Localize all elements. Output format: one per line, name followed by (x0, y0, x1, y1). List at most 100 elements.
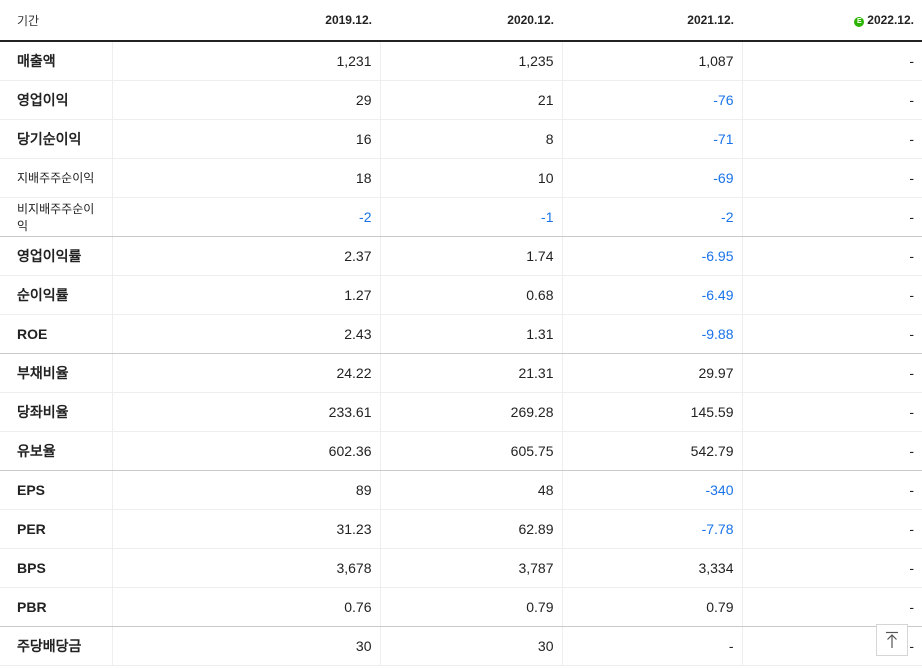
cell-value: -6.49 (561, 275, 742, 315)
cell-value: 10 (379, 158, 562, 198)
estimate-badge-icon: E (854, 17, 865, 27)
cell-value: 1.27 (111, 275, 380, 315)
cell-value: 0.68 (379, 275, 562, 315)
cell-value: - (741, 392, 922, 432)
arrow-up-to-top-icon (886, 631, 898, 648)
row-label: 유보율 (0, 431, 112, 471)
cell-value: -69 (561, 158, 742, 198)
cell-value: 0.79 (561, 587, 742, 627)
table-row: 당좌비율 233.61 269.28 145.59 - (0, 392, 922, 432)
cell-value: - (741, 158, 922, 198)
cell-value: 0.76 (111, 587, 380, 627)
row-label: 매출액 (0, 41, 112, 81)
table-row: 당기순이익 16 8 -71 - (0, 119, 922, 159)
cell-value: 145.59 (561, 392, 742, 432)
row-label: 당기순이익 (0, 119, 112, 159)
table-row: EPS 89 48 -340 - (0, 470, 922, 510)
cell-value: 233.61 (111, 392, 380, 432)
table-header-row: 기간 2019.12. 2020.12. 2021.12. E 2022.12. (0, 0, 922, 42)
cell-value: -76 (561, 80, 742, 120)
cell-value: 18 (111, 158, 380, 198)
cell-value: 16 (111, 119, 380, 159)
row-label: PER (0, 509, 112, 549)
cell-value: - (741, 431, 922, 471)
cell-value: - (741, 80, 922, 120)
cell-value: - (741, 314, 922, 354)
cell-value: 24.22 (111, 353, 380, 393)
table-row: 부채비율 24.22 21.31 29.97 - (0, 353, 922, 393)
table-row: 유보율 602.36 605.75 542.79 - (0, 431, 922, 471)
period-header-2022: E 2022.12. (742, 0, 922, 42)
scroll-to-top-button[interactable] (876, 624, 908, 656)
row-label: 부채비율 (0, 353, 112, 393)
cell-value: 602.36 (111, 431, 380, 471)
period-header-2020: 2020.12. (380, 0, 562, 42)
cell-value: 89 (111, 470, 380, 510)
cell-value: 31.23 (111, 509, 380, 549)
cell-value: 0.79 (379, 587, 562, 627)
cell-value: 29 (111, 80, 380, 120)
table-row: 영업이익 29 21 -76 - (0, 80, 922, 120)
row-label: 주당배당금 (0, 626, 112, 666)
cell-value: 21 (379, 80, 562, 120)
cell-value: 1,087 (561, 41, 742, 81)
cell-value: 48 (379, 470, 562, 510)
table-row: PER 31.23 62.89 -7.78 - (0, 509, 922, 549)
cell-value: -1 (379, 197, 562, 237)
cell-value: - (741, 236, 922, 276)
cell-value: - (741, 470, 922, 510)
cell-value: 2.37 (111, 236, 380, 276)
table-row: 지배주주순이익 18 10 -69 - (0, 158, 922, 198)
row-label: ROE (0, 314, 112, 354)
cell-value: - (741, 41, 922, 81)
cell-value: - (741, 197, 922, 237)
cell-value: 8 (379, 119, 562, 159)
cell-value: 605.75 (379, 431, 562, 471)
cell-value: - (741, 119, 922, 159)
cell-value: - (741, 353, 922, 393)
cell-value: -340 (561, 470, 742, 510)
table-row: ROE 2.43 1.31 -9.88 - (0, 314, 922, 354)
table-row: PBR 0.76 0.79 0.79 - (0, 587, 922, 627)
row-label: PBR (0, 587, 112, 627)
row-label: 영업이익 (0, 80, 112, 120)
cell-value: - (741, 587, 922, 627)
cell-value: 3,787 (379, 548, 562, 588)
table-row: 매출액 1,231 1,235 1,087 - (0, 41, 922, 81)
cell-value: 1.74 (379, 236, 562, 276)
table-row: BPS 3,678 3,787 3,334 - (0, 548, 922, 588)
cell-value: - (561, 626, 742, 666)
row-label: 영업이익률 (0, 236, 112, 276)
cell-value: -71 (561, 119, 742, 159)
cell-value: 1,231 (111, 41, 380, 81)
cell-value: 2.43 (111, 314, 380, 354)
row-label: EPS (0, 470, 112, 510)
cell-value: - (741, 275, 922, 315)
cell-value: -9.88 (561, 314, 742, 354)
cell-value: - (741, 548, 922, 588)
cell-value: -2 (111, 197, 380, 237)
period-header-2019: 2019.12. (112, 0, 380, 42)
cell-value: 542.79 (561, 431, 742, 471)
row-label: 비지배주주순이익 (0, 197, 112, 237)
period-header-2022-label: 2022.12. (867, 13, 914, 27)
cell-value: 21.31 (379, 353, 562, 393)
table-row: 주당배당금 30 30 - - (0, 626, 922, 666)
cell-value: 269.28 (379, 392, 562, 432)
table-row: 순이익률 1.27 0.68 -6.49 - (0, 275, 922, 315)
cell-value: 1,235 (379, 41, 562, 81)
cell-value: 3,334 (561, 548, 742, 588)
cell-value: -7.78 (561, 509, 742, 549)
cell-value: 62.89 (379, 509, 562, 549)
period-header-2021: 2021.12. (562, 0, 742, 42)
row-label: BPS (0, 548, 112, 588)
row-label: 순이익률 (0, 275, 112, 315)
cell-value: -2 (561, 197, 742, 237)
row-label: 당좌비율 (0, 392, 112, 432)
row-label: 지배주주순이익 (0, 158, 112, 198)
cell-value: 1.31 (379, 314, 562, 354)
table-row: 비지배주주순이익 -2 -1 -2 - (0, 197, 922, 237)
cell-value: 29.97 (561, 353, 742, 393)
cell-value: 3,678 (111, 548, 380, 588)
